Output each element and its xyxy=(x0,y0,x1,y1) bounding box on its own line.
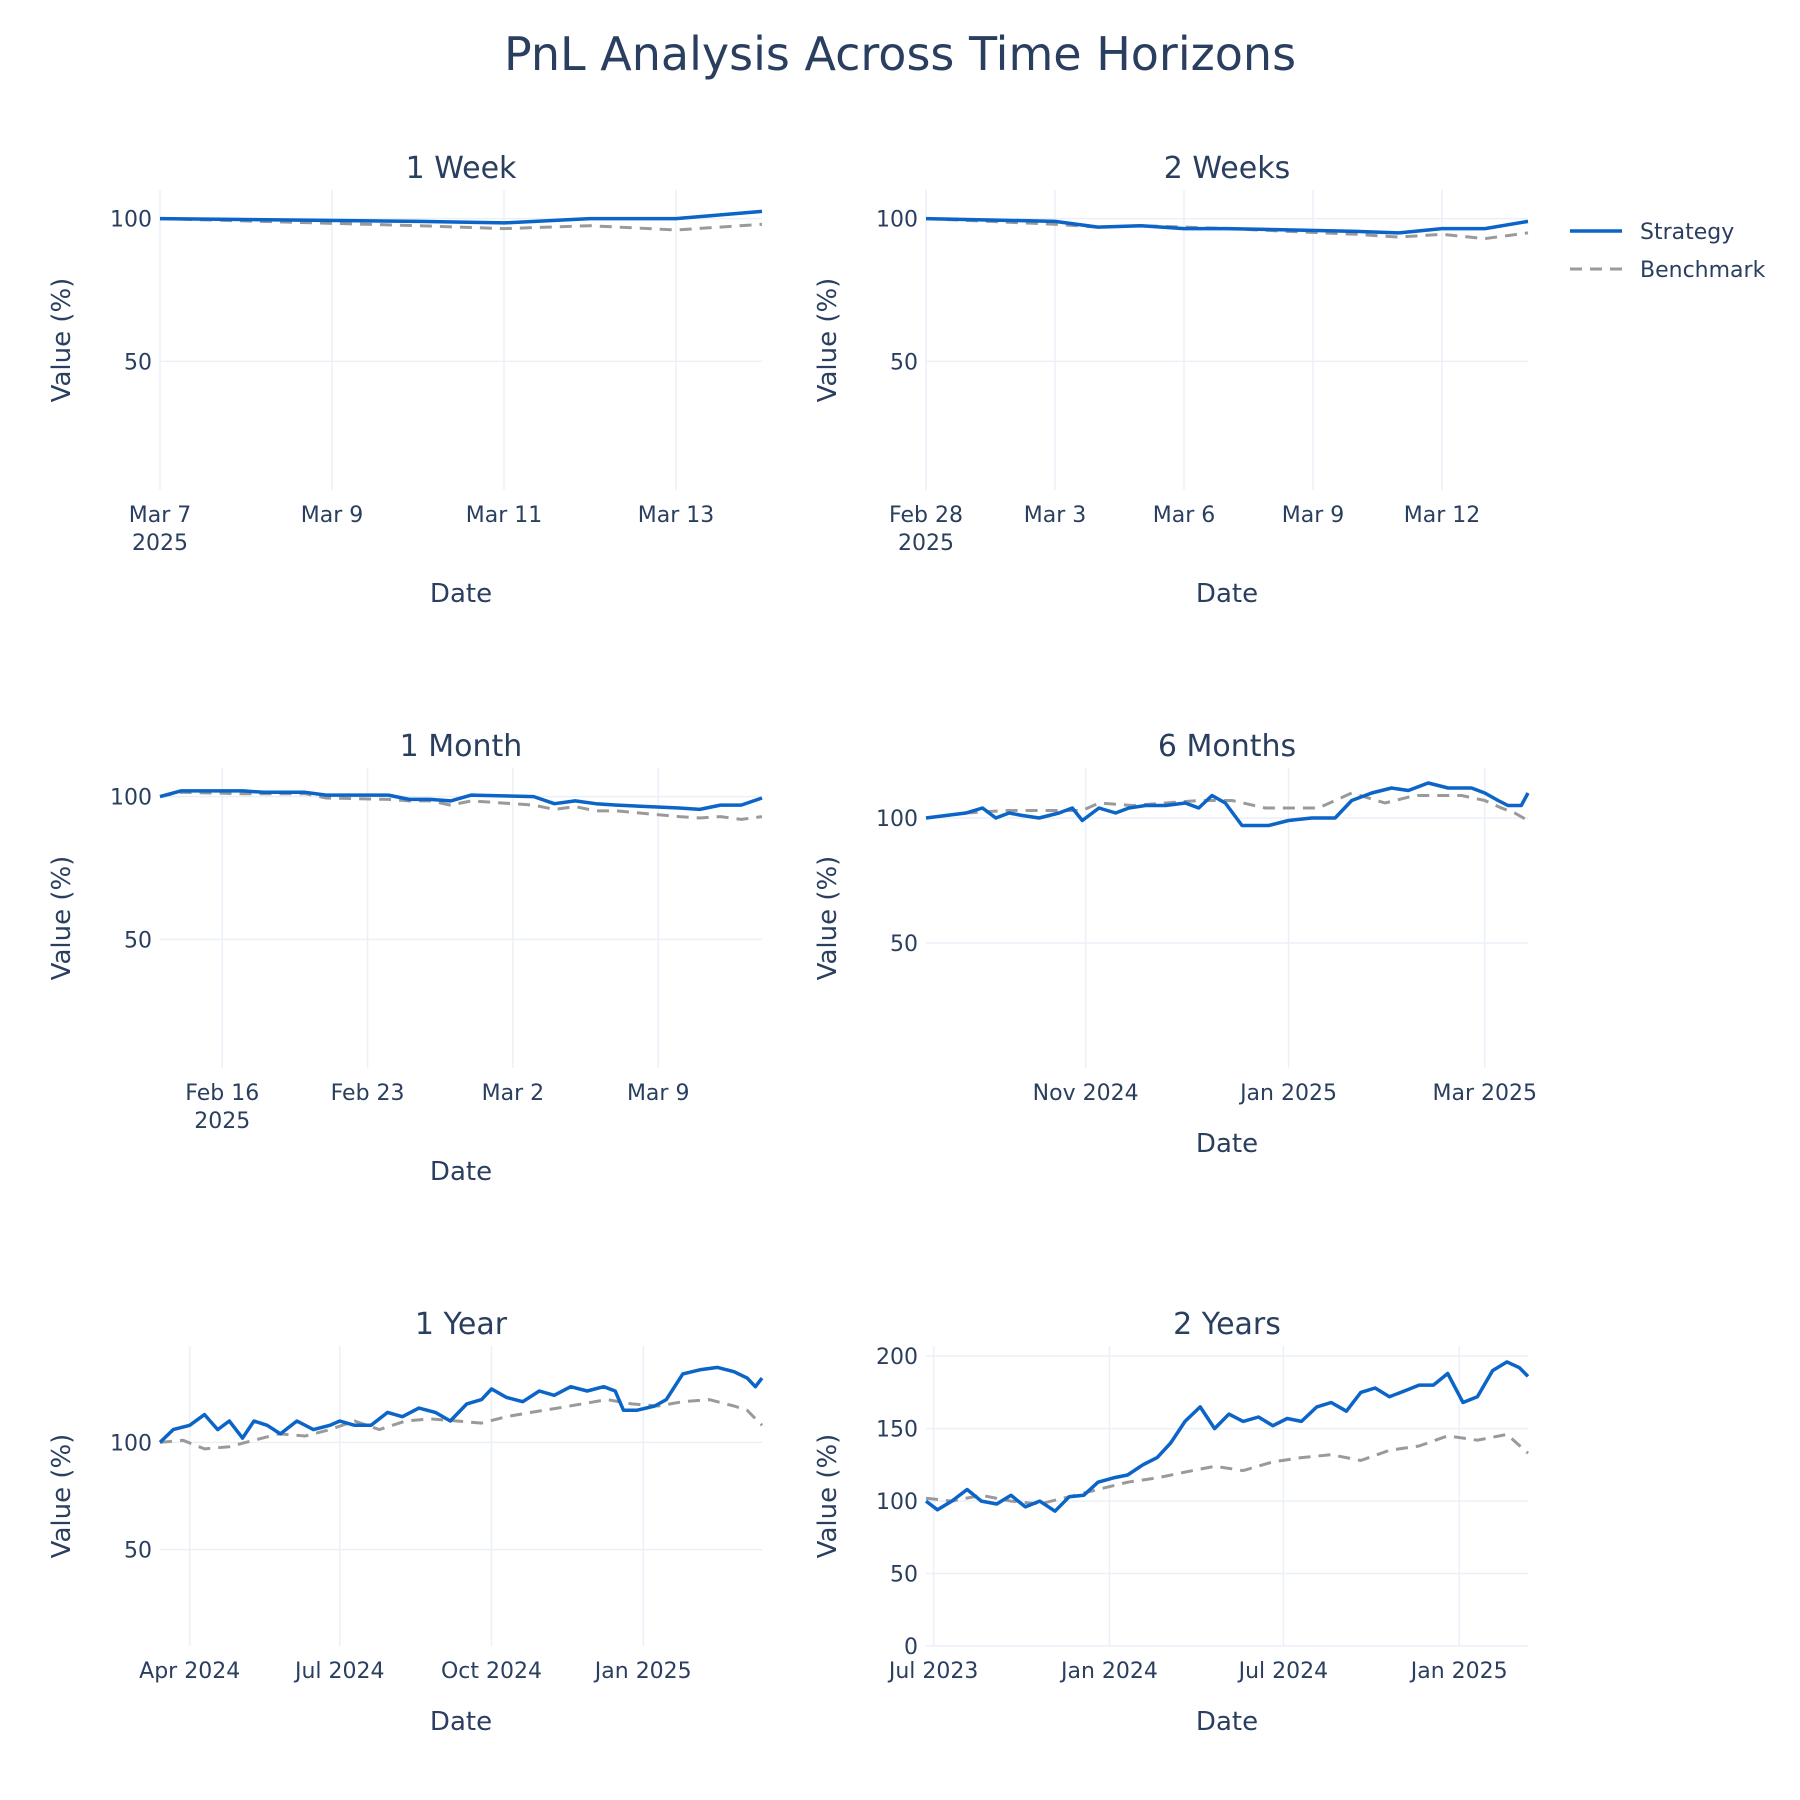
x-tick-label: Jan 2025 xyxy=(1409,1659,1508,1684)
series-line-benchmark xyxy=(159,790,763,821)
x-tick-label: Jan 2024 xyxy=(1059,1659,1158,1684)
x-tick-label: Jan 2025 xyxy=(1238,1081,1337,1106)
series-line-strategy xyxy=(924,1360,1530,1513)
y-tick-label: 150 xyxy=(876,1418,918,1443)
y-tick-label: 50 xyxy=(890,932,918,957)
x-axis-title: Date xyxy=(430,579,492,609)
x-tick-label: Jan 2025 xyxy=(593,1659,692,1684)
y-tick-label: 100 xyxy=(110,208,152,233)
y-tick-label: 0 xyxy=(904,1635,918,1660)
x-axis-title: Date xyxy=(1196,1707,1258,1737)
x-axis-title: Date xyxy=(430,1157,492,1187)
x-axis-title: Date xyxy=(1196,1129,1258,1159)
x-tick-sublabel: 2025 xyxy=(132,531,188,556)
y-tick-label: 100 xyxy=(110,786,152,811)
legend[interactable]: Strategy Benchmark xyxy=(1570,220,1766,283)
subplot-title: 6 Months xyxy=(1158,729,1296,764)
subplot-2-weeks: Feb 28 2025 Mar 3 Mar 6 Mar 9 Mar 12 50 100 2 We… xyxy=(813,151,1529,609)
y-tick-label: 100 xyxy=(876,208,918,233)
subplot-1-year: Apr 2024 Jul 2024 Oct 2024 Jan 2025 50 100 1 Y… xyxy=(47,1307,764,1737)
legend-label-benchmark[interactable]: Benchmark xyxy=(1640,258,1766,283)
y-tick-label: 200 xyxy=(876,1345,918,1370)
y-axis-title: Value (%) xyxy=(47,856,77,981)
subplot-6-months: Nov 2024 Jan 2025 Mar 2025 50 100 6 Months Dat… xyxy=(813,729,1537,1159)
y-tick-label: 100 xyxy=(876,1490,918,1515)
series-line-strategy xyxy=(925,781,1530,828)
x-tick-label: Feb 16 xyxy=(185,1081,259,1106)
y-axis-title: Value (%) xyxy=(47,278,77,403)
x-tick-sublabel: 2025 xyxy=(194,1109,250,1134)
x-axis-title: Date xyxy=(1196,579,1258,609)
subplot-grid: Mar 7 2025 Mar 9 Mar 11 Mar 13 50 100 1 Week Dat… xyxy=(47,151,1537,1737)
x-tick-label: Mar 2025 xyxy=(1433,1081,1538,1106)
x-tick-label: Jul 2024 xyxy=(293,1659,385,1684)
series-line-strategy xyxy=(158,1365,764,1444)
y-axis-title: Value (%) xyxy=(813,856,843,981)
y-axis-title: Value (%) xyxy=(47,1434,77,1559)
x-tick-label: Jul 2024 xyxy=(1237,1659,1329,1684)
y-axis-title: Value (%) xyxy=(813,278,843,403)
x-tick-label: Feb 23 xyxy=(331,1081,405,1106)
x-tick-label: Jul 2023 xyxy=(887,1659,979,1684)
y-tick-label: 100 xyxy=(110,1431,152,1456)
x-tick-label: Nov 2024 xyxy=(1033,1081,1139,1106)
subplot-title: 1 Year xyxy=(415,1307,508,1342)
x-tick-label: Mar 12 xyxy=(1404,503,1481,528)
y-tick-label: 50 xyxy=(124,928,152,953)
series-line-strategy xyxy=(159,209,763,225)
x-tick-label: Mar 9 xyxy=(1282,503,1345,528)
x-tick-label: Mar 13 xyxy=(638,503,715,528)
y-tick-label: 50 xyxy=(890,350,918,375)
y-tick-label: 50 xyxy=(124,1539,152,1564)
x-tick-label: Oct 2024 xyxy=(441,1659,542,1684)
series-line-benchmark xyxy=(159,217,763,232)
subplot-1-week: Mar 7 2025 Mar 9 Mar 11 Mar 13 50 100 1 Week Dat… xyxy=(47,151,763,609)
x-tick-label: Mar 9 xyxy=(627,1081,690,1106)
x-tick-sublabel: 2025 xyxy=(898,531,954,556)
x-tick-label: Mar 11 xyxy=(466,503,543,528)
series-line-strategy xyxy=(159,789,763,812)
subplot-2-years: Jul 2023 Jan 2024 Jul 2024 Jan 2025 0 50 100 15… xyxy=(813,1307,1530,1737)
subplot-title: 2 Years xyxy=(1173,1307,1281,1342)
x-tick-label: Mar 3 xyxy=(1024,503,1087,528)
series-line-benchmark xyxy=(159,1398,764,1451)
y-tick-label: 100 xyxy=(876,807,918,832)
chart-title: PnL Analysis Across Time Horizons xyxy=(504,27,1296,81)
subplot-title: 1 Week xyxy=(406,151,517,186)
subplot-1-month: Feb 16 2025 Feb 23 Mar 2 Mar 9 50 100 1 Month Da… xyxy=(47,729,763,1187)
y-axis-title: Value (%) xyxy=(813,1434,843,1559)
subplot-title: 1 Month xyxy=(400,729,523,764)
y-tick-label: 50 xyxy=(890,1563,918,1588)
subplot-title: 2 Weeks xyxy=(1164,151,1290,186)
series-line-strategy xyxy=(925,216,1529,235)
x-tick-label: Feb 28 xyxy=(889,503,963,528)
x-tick-label: Apr 2024 xyxy=(139,1659,240,1684)
y-tick-label: 50 xyxy=(124,350,152,375)
x-tick-label: Mar 9 xyxy=(301,503,364,528)
x-tick-label: Mar 7 xyxy=(129,503,192,528)
x-tick-label: Mar 2 xyxy=(482,1081,545,1106)
x-axis-title: Date xyxy=(430,1707,492,1737)
legend-label-strategy[interactable]: Strategy xyxy=(1640,220,1734,245)
x-tick-label: Mar 6 xyxy=(1153,503,1216,528)
series-line-benchmark xyxy=(925,1432,1530,1506)
